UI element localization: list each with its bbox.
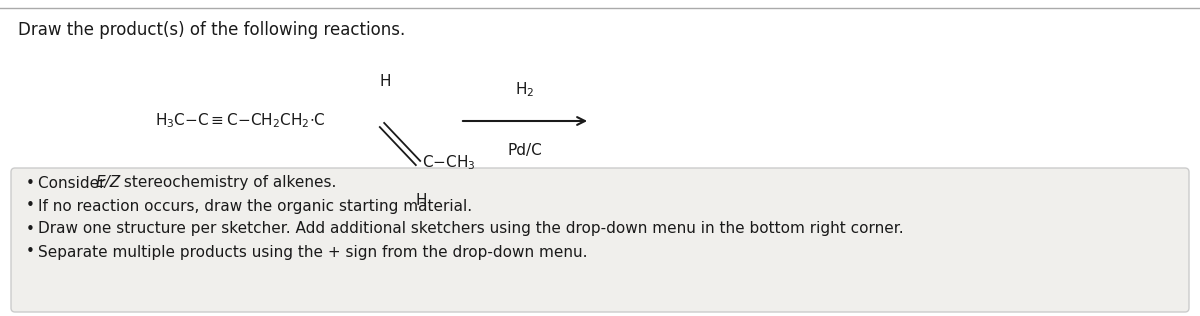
Text: Draw the product(s) of the following reactions.: Draw the product(s) of the following rea…	[18, 21, 406, 39]
Text: Separate multiple products using the + sign from the drop-down menu.: Separate multiple products using the + s…	[38, 245, 588, 259]
Text: H$_3$C$-$C$\equiv$C$-$CH$_2$CH$_2$$\cdot$C: H$_3$C$-$C$\equiv$C$-$CH$_2$CH$_2$$\cdot…	[155, 112, 325, 130]
Text: •: •	[26, 198, 35, 214]
Text: Pd/C: Pd/C	[508, 143, 542, 158]
Text: C$-$CH$_3$: C$-$CH$_3$	[422, 154, 475, 172]
Text: H: H	[379, 74, 391, 89]
Text: If no reaction occurs, draw the organic starting material.: If no reaction occurs, draw the organic …	[38, 198, 472, 214]
Text: Draw one structure per sketcher. Add additional sketchers using the drop-down me: Draw one structure per sketcher. Add add…	[38, 222, 904, 236]
Text: •: •	[26, 175, 35, 191]
FancyBboxPatch shape	[11, 168, 1189, 312]
Text: •: •	[26, 245, 35, 259]
Text: stereochemistry of alkenes.: stereochemistry of alkenes.	[119, 175, 336, 191]
Text: H: H	[415, 193, 427, 208]
Text: E/Z: E/Z	[96, 175, 121, 191]
Text: •: •	[26, 222, 35, 236]
Text: H$_2$: H$_2$	[515, 80, 535, 99]
Text: Consider: Consider	[38, 175, 110, 191]
